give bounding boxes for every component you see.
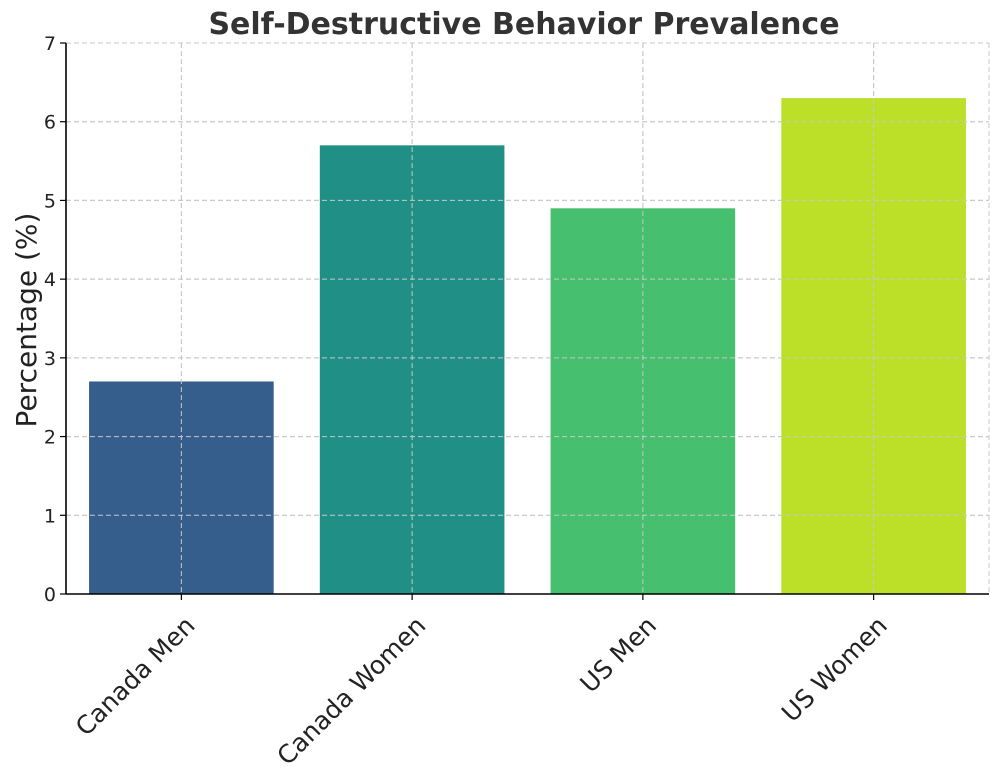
axes	[65, 43, 989, 595]
y-tick-label: 0	[44, 584, 56, 606]
bars	[66, 42, 990, 595]
y-tick-label: 3	[44, 348, 56, 370]
x-tick-label: Canada Women	[271, 611, 431, 771]
grid-overlay	[66, 42, 990, 594]
y-tick-label: 6	[44, 112, 56, 134]
x-ticks: Canada Men Canada Women US Men US Women	[70, 594, 893, 771]
y-tick-label: 2	[44, 427, 56, 449]
bar-us-men	[550, 208, 736, 595]
y-axis-label: Percentage (%)	[10, 213, 43, 428]
y-tick-label: 7	[44, 33, 56, 55]
y-tick-label: 4	[44, 269, 56, 291]
y-tick-label: 1	[44, 505, 56, 527]
y-tick-label: 5	[44, 190, 56, 212]
x-tick-label: US Men	[575, 611, 663, 699]
chart-title: Self-Destructive Behavior Prevalence	[208, 7, 839, 42]
y-ticks: 0 1 2 3 4 5 6 7	[44, 33, 66, 606]
x-tick-label: US Women	[776, 611, 893, 728]
x-tick-label: Canada Men	[70, 611, 201, 742]
